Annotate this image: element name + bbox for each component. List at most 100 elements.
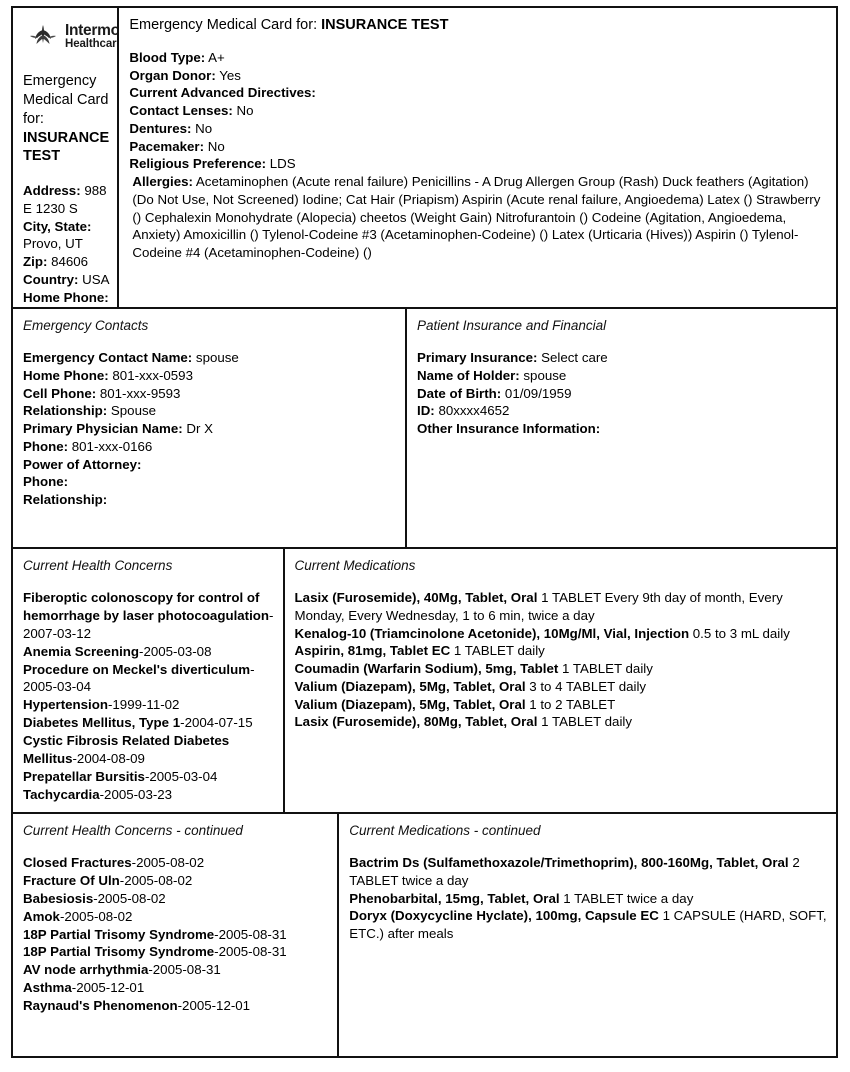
- list-item: Fracture Of Uln-2005-08-02: [23, 872, 330, 890]
- field-value: Select care: [541, 350, 608, 365]
- health-concerns-list: Fiberoptic colonoscopy for control of he…: [23, 589, 276, 804]
- field-label: Country:: [23, 271, 79, 287]
- concern-name: Procedure on Meckel's diverticulum: [23, 661, 251, 677]
- emergency-contacts-cell: Emergency Contacts Emergency Contact Nam…: [13, 309, 407, 547]
- concern-date: -2004-07-15: [180, 715, 253, 731]
- concern-name: Hypertension: [23, 697, 108, 713]
- list-item: 18P Partial Trisomy Syndrome-2005-08-31: [23, 943, 330, 961]
- list-item: Coumadin (Warfarin Sodium), 5mg, Tablet …: [295, 660, 829, 678]
- medication-sig: 2 TABLET twice a day: [349, 855, 800, 888]
- patient-demographics-cell: Intermountain Healthcare Emergency Medic…: [13, 8, 120, 307]
- card-title-prefix-left: Emergency Medical Card for:: [23, 73, 109, 127]
- field-value: 801-xxx-0166: [71, 438, 153, 454]
- list-item: Kenalog-10 (Triamcinolone Acetonide), 10…: [295, 625, 829, 643]
- section-title-health-concerns-continued: Current Health Concerns - continued: [23, 823, 243, 838]
- field-label: ID:: [417, 403, 435, 419]
- concern-name: Fiberoptic colonoscopy for control of he…: [23, 590, 270, 623]
- intermountain-logo-mark-icon: [28, 23, 58, 51]
- concern-name: Prepatellar Bursitis: [23, 768, 145, 784]
- field-row: Primary Insurance: Select care: [417, 349, 829, 367]
- medical-summary-cell: Emergency Medical Card for: INSURANCE TE…: [119, 8, 836, 307]
- medication-sig: 1 to 2 TABLET: [525, 696, 616, 712]
- list-item: Anemia Screening-2005-03-08: [23, 643, 276, 661]
- field-label: Religious Preference:: [129, 156, 267, 172]
- health-concerns-continued-list: Closed Fractures-2005-08-02 Fracture Of …: [23, 854, 330, 1015]
- field-label: Phone:: [23, 474, 69, 490]
- patient-name-right: INSURANCE TEST: [321, 17, 449, 33]
- field-value: Yes: [219, 67, 241, 83]
- list-item: Lasix (Furosemide), 80Mg, Tablet, Oral 1…: [295, 713, 829, 731]
- concern-date: -2005-08-31: [148, 962, 221, 978]
- medication-sig: 1 TABLET daily: [537, 714, 633, 730]
- field-row: Relationship: Spouse: [23, 402, 398, 420]
- field-row: Name of Holder: spouse: [417, 367, 829, 385]
- medical-card-table: Intermountain Healthcare Emergency Medic…: [11, 6, 838, 1058]
- list-item: Closed Fractures-2005-08-02: [23, 854, 330, 872]
- field-row: Phone:: [23, 473, 398, 491]
- medication-name: Aspirin, 81mg, Tablet EC: [294, 643, 451, 659]
- concern-name: Tachycardia: [23, 786, 100, 802]
- medication-name: Lasix (Furosemide), 40Mg, Tablet, Oral: [294, 590, 538, 605]
- field-value: USA: [82, 271, 110, 287]
- medication-name: Valium (Diazepam), 5Mg, Tablet, Oral: [294, 678, 526, 694]
- medication-name: Coumadin (Warfarin Sodium), 5mg, Tablet: [294, 661, 559, 676]
- concern-name: Fracture Of Uln: [23, 872, 120, 888]
- insurance-list: Primary Insurance: Select care Name of H…: [417, 349, 829, 438]
- field-value: No: [195, 120, 213, 136]
- medication-name: Lasix (Furosemide), 80Mg, Tablet, Oral: [294, 714, 538, 730]
- section-title-emergency-contacts: Emergency Contacts: [23, 318, 149, 333]
- field-row: City, State: Provo, UT: [23, 218, 110, 254]
- concern-name: 18P Partial Trisomy Syndrome: [23, 944, 215, 960]
- medication-name: Doryx (Doxycycline Hyclate), 100mg, Caps…: [349, 908, 659, 924]
- field-label: Cell Phone:: [23, 385, 97, 401]
- table-row: Emergency Contacts Emergency Contact Nam…: [13, 309, 836, 549]
- list-item: Lasix (Furosemide), 40Mg, Tablet, Oral 1…: [295, 589, 829, 625]
- list-item: 18P Partial Trisomy Syndrome-2005-08-31: [23, 926, 330, 944]
- concern-date: -2005-03-04: [144, 768, 218, 784]
- concern-name: Raynaud's Phenomenon: [23, 998, 178, 1013]
- field-label: Relationship:: [23, 492, 108, 507]
- list-item: Doryx (Doxycycline Hyclate), 100mg, Caps…: [349, 907, 829, 943]
- field-label: Primary Physician Name:: [23, 421, 183, 436]
- medication-sig: 1 TABLET twice a day: [559, 890, 694, 906]
- list-item: Cystic Fibrosis Related Diabetes Mellitu…: [23, 732, 276, 768]
- field-value: spouse: [523, 367, 567, 383]
- section-title-health-concerns: Current Health Concerns: [23, 558, 173, 573]
- field-value: 84606: [51, 254, 89, 270]
- health-concerns-cell: Current Health Concerns Fiberoptic colon…: [13, 549, 285, 812]
- field-value: Provo, UT: [23, 236, 83, 252]
- field-label: Contact Lenses:: [129, 103, 233, 119]
- field-row: Phone: 801-xxx-0166: [23, 438, 398, 456]
- field-value: No: [236, 103, 254, 119]
- field-label: Current Advanced Directives:: [129, 85, 316, 101]
- list-item: Tachycardia-2005-03-23: [23, 786, 276, 804]
- field-label: Power of Attorney:: [23, 456, 142, 472]
- field-value: 80xxxx4652: [438, 403, 510, 419]
- field-value: 801-xxx-0593: [112, 367, 193, 383]
- logo-line-1: Intermountain: [65, 22, 120, 40]
- section-title-medications-continued: Current Medications - continued: [349, 823, 541, 838]
- field-row: Blood Type: A+: [129, 49, 829, 67]
- field-row: Country: USA: [23, 271, 110, 289]
- medication-name: Phenobarbital, 15mg, Tablet, Oral: [349, 890, 560, 906]
- field-row: Organ Donor: Yes: [129, 67, 829, 85]
- field-label: Primary Insurance:: [417, 350, 538, 365]
- field-value: 801-xxx-9593: [99, 385, 181, 401]
- medications-continued-cell: Current Medications - continued Bactrim …: [339, 814, 836, 1056]
- list-item: Babesiosis-2005-08-02: [23, 890, 330, 908]
- concern-date: -2007-03-12: [23, 607, 274, 641]
- list-item: Aspirin, 81mg, Tablet EC 1 TABLET daily: [295, 642, 829, 660]
- field-row: Contact Lenses: No: [129, 102, 829, 120]
- field-value: 988 E 1230 S: [23, 183, 107, 216]
- medical-summary-list: Blood Type: A+ Organ Donor: Yes Current …: [129, 49, 829, 262]
- card-title-right: Emergency Medical Card for: INSURANCE TE…: [129, 16, 829, 35]
- concern-date: -2005-08-02: [131, 855, 205, 870]
- list-item: Valium (Diazepam), 5Mg, Tablet, Oral 3 t…: [295, 678, 829, 696]
- concern-name: Anemia Screening: [23, 643, 140, 659]
- table-row: Current Health Concerns - continued Clos…: [13, 814, 836, 1056]
- concern-date: -2005-08-02: [93, 890, 166, 906]
- concern-date: -2005-03-08: [139, 643, 212, 659]
- field-row: Dentures: No: [129, 120, 829, 138]
- section-title-medications: Current Medications: [294, 558, 416, 573]
- concern-name: Asthma: [23, 980, 72, 996]
